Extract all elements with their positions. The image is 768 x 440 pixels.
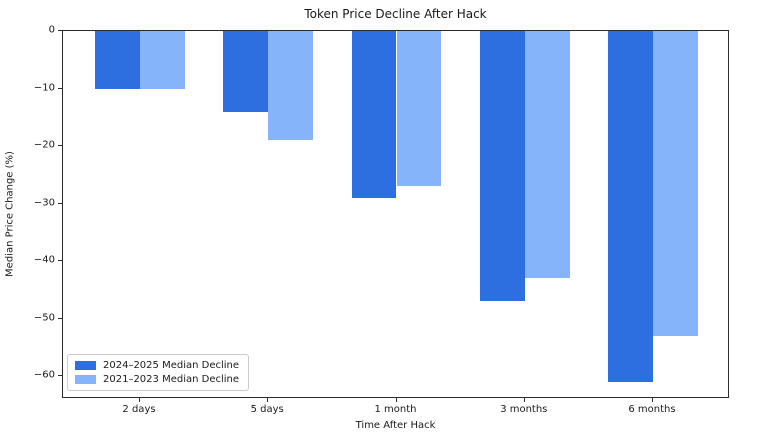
y-tick-label: −50 <box>33 312 55 323</box>
legend-label: 2024–2025 Median Decline <box>103 360 240 371</box>
x-tick-label-2-days: 2 days <box>122 404 156 415</box>
bar-1-month-series-0 <box>351 31 397 198</box>
y-tick-mark <box>58 202 62 204</box>
y-tick-label: −40 <box>33 254 55 266</box>
x-tick-label-1-month: 1 month <box>374 404 417 415</box>
y-tick-label: −30 <box>33 197 55 208</box>
x-tick-mark <box>395 398 397 402</box>
x-tick-mark <box>523 398 525 402</box>
bar-6-months-series-0 <box>608 31 653 382</box>
bar-5-days-series-0 <box>223 31 269 112</box>
y-tick-mark <box>58 260 62 261</box>
bar-2-days-series-0 <box>95 31 140 89</box>
x-tick-label-5-days: 5 days <box>250 404 284 415</box>
y-tick-label: 0 <box>48 24 55 36</box>
x-axis-title: Time After Hack <box>355 420 436 431</box>
y-tick-mark <box>58 145 62 146</box>
bar-2-days-series-1 <box>140 31 185 89</box>
bar-6-months-series-1 <box>653 31 698 336</box>
bar-1-month-series-1 <box>396 31 442 187</box>
chart-title: Token Price Decline After Hack <box>304 7 487 21</box>
legend-swatch-icon <box>75 375 96 384</box>
y-axis-title: Median Price Change (%) <box>4 151 16 277</box>
y-tick-label: −20 <box>33 139 55 151</box>
y-tick-mark <box>58 317 62 319</box>
legend-entry-0: 2024–2025 Median Decline <box>75 360 239 371</box>
plot-area: 2024–2025 Median Decline 2021–2023 Median… <box>62 30 729 398</box>
y-tick-mark <box>58 87 62 89</box>
x-tick-mark <box>139 398 140 402</box>
y-tick-mark <box>58 30 62 31</box>
bar-3-months-series-1 <box>524 31 570 279</box>
y-tick-label: −60 <box>33 369 55 381</box>
y-tick-label: −10 <box>33 82 55 93</box>
legend: 2024–2025 Median Decline 2021–2023 Median… <box>67 354 250 391</box>
x-tick-mark <box>267 398 269 402</box>
x-tick-label-6-months: 6 months <box>628 404 676 415</box>
bar-5-days-series-1 <box>268 31 314 141</box>
y-tick-mark <box>58 375 62 376</box>
legend-swatch-icon <box>75 361 96 370</box>
x-tick-mark <box>652 398 653 402</box>
bar-3-months-series-0 <box>479 31 525 302</box>
x-tick-label-3-months: 3 months <box>500 404 548 415</box>
legend-label: 2021–2023 Median Decline <box>103 374 240 385</box>
legend-entry-1: 2021–2023 Median Decline <box>75 374 239 385</box>
